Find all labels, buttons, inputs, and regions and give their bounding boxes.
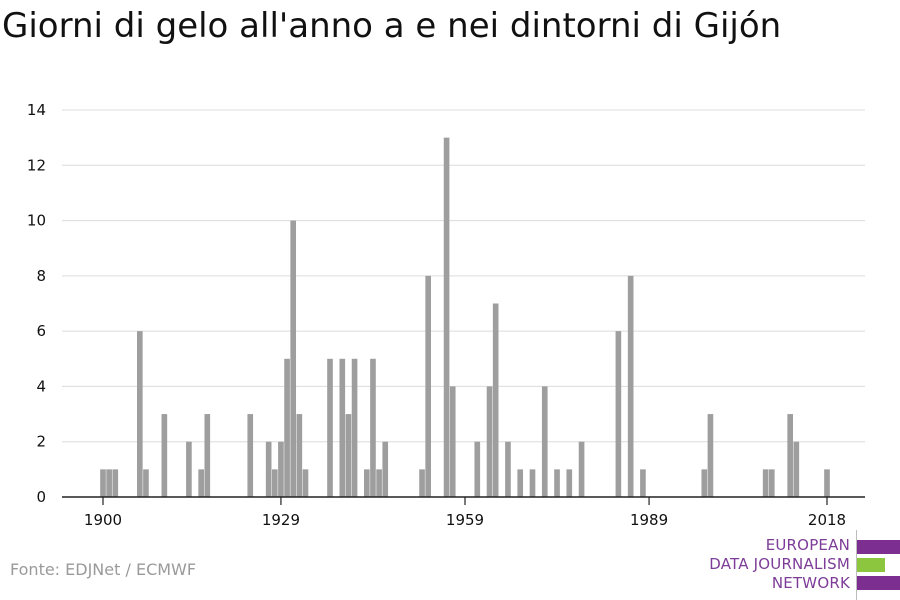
x-tick-label: 1929: [262, 511, 300, 529]
logo-line-3: NETWORK: [771, 574, 850, 592]
bar-1961: [474, 441, 481, 497]
edjnet-logo: EUROPEAN DATA JOURNALISM NETWORK: [700, 530, 900, 600]
bar-1964: [492, 303, 499, 497]
bar-1944: [370, 358, 376, 497]
bar-1957: [449, 386, 456, 497]
bar-1907: [143, 469, 149, 497]
bar-1941: [351, 358, 358, 497]
bar-1963: [486, 386, 493, 497]
bar-1929: [278, 441, 284, 497]
bar-1968: [517, 469, 524, 497]
bar-1933: [302, 469, 309, 497]
bar-1927: [265, 441, 272, 497]
bar-2009: [768, 469, 775, 497]
x-tick-label: 1989: [630, 511, 668, 529]
logo-divider: [856, 530, 857, 600]
bar-1930: [284, 358, 290, 497]
bar-1932: [296, 414, 303, 497]
y-tick-label: 4: [36, 377, 46, 395]
bar-2018: [824, 469, 830, 497]
bar-1916: [198, 469, 204, 497]
bar-2013: [793, 441, 800, 497]
bar-1952: [419, 469, 425, 497]
bar-1970: [529, 469, 536, 497]
chart-title: Giorni di gelo all'anno a e nei dintorni…: [2, 6, 782, 46]
bar-1943: [364, 469, 370, 497]
x-axis: 1900 1929 1959 1989 2018: [62, 496, 865, 529]
bar-1917: [204, 414, 211, 497]
bar-2008: [762, 469, 769, 497]
bar-1984: [615, 331, 622, 497]
bar-1906: [136, 331, 143, 497]
bar-1910: [161, 414, 168, 497]
y-tick-label: 10: [27, 212, 46, 230]
x-tick-label: 1959: [446, 511, 484, 529]
gridlines: [62, 109, 865, 443]
bar-1974: [554, 469, 560, 497]
bar-1972: [541, 386, 548, 497]
x-tick-label: 2018: [808, 511, 846, 529]
y-tick-label: 14: [27, 101, 46, 119]
bar-1956: [443, 137, 450, 497]
bar-1902: [112, 469, 119, 497]
logo-text: EUROPEAN DATA JOURNALISM NETWORK: [709, 536, 850, 593]
bar-1928: [271, 469, 278, 497]
bar-1945: [376, 469, 382, 497]
y-tick-label: 12: [27, 156, 46, 174]
bar-1900: [100, 469, 106, 497]
bar-1986: [627, 275, 634, 497]
logo-bar-middle: [857, 558, 885, 572]
logo-line-1: EUROPEAN: [765, 536, 850, 554]
bar-1976: [566, 469, 573, 497]
y-tick-label: 2: [36, 433, 46, 451]
y-tick-label: 0: [36, 488, 46, 506]
bar-1914: [186, 441, 192, 497]
x-tick-label: 1900: [84, 511, 122, 529]
bar-1978: [578, 441, 585, 497]
bar-1999: [707, 414, 714, 497]
bar-series: [100, 137, 830, 497]
y-axis: 0 2 4 6 8 10 12 14: [27, 101, 46, 506]
bar-1937: [327, 358, 333, 497]
bar-1953: [425, 275, 431, 497]
bar-1966: [505, 441, 511, 497]
source-note: Fonte: EDJNet / ECMWF: [10, 560, 197, 579]
y-tick-label: 8: [36, 267, 46, 285]
bar-1988: [640, 469, 646, 497]
bar-1940: [345, 414, 352, 497]
logo-line-2: DATA JOURNALISM: [709, 555, 850, 573]
bar-1998: [701, 469, 708, 497]
bar-1946: [382, 441, 389, 497]
logo-bar-bottom: [857, 576, 900, 590]
bar-1924: [247, 414, 254, 497]
bar-2012: [787, 414, 793, 497]
bar-1901: [106, 469, 112, 497]
bar-1939: [339, 358, 346, 497]
bar-1931: [290, 220, 297, 497]
y-tick-label: 6: [36, 322, 46, 340]
logo-bar-top: [857, 540, 900, 554]
